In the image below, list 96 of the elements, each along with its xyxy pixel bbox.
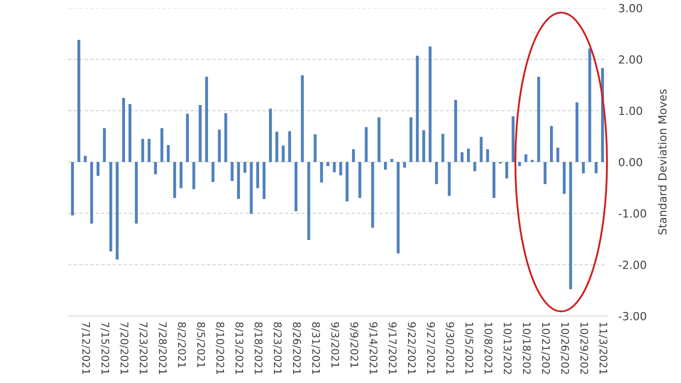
- bar: [96, 162, 100, 176]
- bar: [544, 162, 546, 184]
- bar: [416, 56, 419, 162]
- x-tick-label: 9/17/2021: [388, 322, 397, 374]
- bar: [326, 162, 330, 166]
- bar: [122, 98, 125, 162]
- bar: [275, 132, 278, 162]
- bar: [492, 162, 496, 198]
- x-tick-label: 9/30/2021: [445, 322, 454, 374]
- y-tick-label: 3.00: [618, 4, 642, 12]
- bar: [314, 134, 317, 162]
- bar: [243, 162, 246, 173]
- bar: [518, 162, 521, 166]
- y-tick-label: -2.00: [618, 260, 646, 270]
- bar: [576, 102, 578, 162]
- x-tick-label: 7/23/2021: [138, 322, 148, 374]
- bar: [300, 75, 304, 162]
- bar: [90, 162, 94, 224]
- bar: [550, 126, 553, 162]
- x-tick-label: 7/15/2021: [100, 322, 110, 374]
- y-axis-title: Standard Deviation Moves: [658, 89, 667, 234]
- bar: [128, 104, 132, 162]
- x-tick-label: 7/20/2021: [120, 322, 128, 374]
- bar: [371, 162, 374, 228]
- x-tick-label: 8/10/2021: [216, 322, 224, 374]
- x-tick-label: 8/23/2021: [272, 322, 282, 374]
- bar: [186, 114, 189, 162]
- bar: [556, 148, 560, 162]
- x-tick-label: 8/31/2021: [311, 322, 320, 374]
- bar: [466, 148, 470, 162]
- bar: [212, 162, 214, 182]
- bar: [454, 100, 458, 162]
- x-tick-label: 9/27/2021: [426, 322, 435, 374]
- y-tick-label: 2.00: [618, 55, 642, 64]
- bar: [537, 76, 540, 162]
- bar: [148, 138, 151, 162]
- bar: [428, 46, 432, 162]
- bar: [71, 162, 74, 216]
- y-tick-label: 1.00: [619, 106, 642, 116]
- x-tick-label: 10/5/2021: [464, 322, 474, 374]
- x-tick-label: 7/12/2021: [81, 322, 90, 374]
- bar: [134, 162, 138, 224]
- bar: [154, 162, 157, 174]
- bar: [396, 162, 400, 254]
- bar: [173, 162, 176, 198]
- bar: [237, 162, 240, 199]
- bar: [288, 131, 292, 162]
- x-tick-label: 7/28/2021: [158, 322, 167, 374]
- x-tick-label: 10/21/202: [541, 322, 550, 374]
- bar: [230, 162, 234, 181]
- bar: [262, 162, 266, 199]
- x-tick-label: 10/18/202: [522, 322, 531, 374]
- x-tick-label: 10/26/202: [560, 322, 570, 374]
- bar: [524, 154, 528, 162]
- bar: [294, 162, 298, 212]
- x-tick-label: 9/22/2021: [407, 322, 416, 374]
- bar: [403, 162, 406, 168]
- bar: [358, 162, 362, 198]
- bar: [77, 40, 80, 162]
- x-tick-label: 10/13/202: [502, 322, 512, 374]
- bar: [218, 130, 221, 162]
- x-tick-label: 9/9/2021: [350, 322, 358, 368]
- x-tick-label: 8/2/2021: [177, 322, 186, 368]
- x-tick-label: 8/18/2021: [254, 322, 263, 374]
- bar: [569, 162, 572, 290]
- x-tick-label: 8/5/2021: [196, 322, 206, 368]
- bar: [256, 162, 260, 188]
- x-tick-label: 10/29/202: [580, 322, 588, 374]
- bar: [205, 76, 208, 162]
- y-tick-label: 0.00: [618, 158, 642, 166]
- bar: [102, 128, 106, 162]
- bar: [512, 116, 515, 162]
- x-tick-label: 9/14/2021: [368, 322, 378, 374]
- bar: [346, 162, 349, 202]
- bar: [180, 162, 182, 188]
- bar: [441, 134, 444, 162]
- x-tick-label: 8/26/2021: [292, 322, 301, 374]
- bar: [384, 162, 387, 170]
- bar: [486, 149, 490, 162]
- bar: [116, 162, 119, 260]
- bar: [160, 128, 164, 162]
- bar: [582, 162, 585, 174]
- bar: [460, 152, 464, 162]
- x-tick-label: 9/3/2021: [330, 322, 340, 368]
- bar: [378, 117, 380, 162]
- y-tick-label: -3.00: [618, 312, 646, 320]
- bar: [320, 162, 323, 183]
- bar: [410, 117, 412, 162]
- bar: [594, 162, 598, 174]
- x-tick-label: 10/8/2021: [484, 322, 492, 374]
- bar: [435, 162, 438, 184]
- x-tick-label: 8/13/2021: [234, 322, 244, 374]
- bar: [269, 108, 272, 162]
- y-tick-label: -1.00: [618, 209, 646, 218]
- bar: [352, 149, 355, 162]
- x-tick-label: 11/3/2021: [598, 322, 608, 374]
